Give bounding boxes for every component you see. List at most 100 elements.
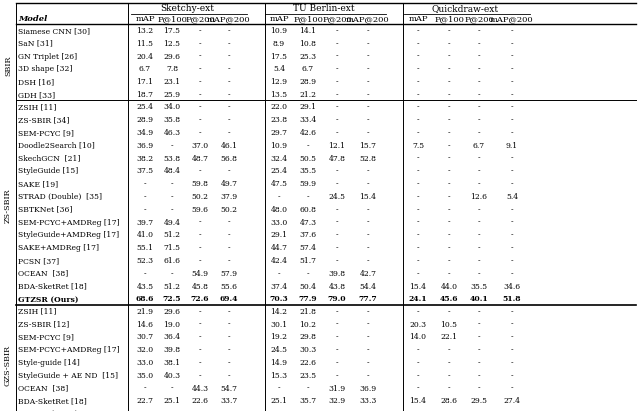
Text: -: - (448, 244, 451, 252)
Text: 5.4: 5.4 (273, 65, 285, 74)
Text: -: - (367, 257, 369, 265)
Text: -: - (171, 385, 173, 393)
Text: 66.8: 66.8 (299, 410, 317, 411)
Text: -: - (448, 270, 451, 278)
Text: ZS-SBIR: ZS-SBIR (4, 189, 12, 224)
Text: SEM-PCYC+AMDReg [17]: SEM-PCYC+AMDReg [17] (18, 219, 120, 226)
Text: 37.6: 37.6 (300, 231, 317, 239)
Text: -: - (417, 372, 419, 380)
Text: 52.8: 52.8 (360, 155, 376, 163)
Text: 28.9: 28.9 (300, 78, 317, 86)
Text: 21.8: 21.8 (300, 308, 317, 316)
Text: 62.8: 62.8 (270, 410, 288, 411)
Text: 42.6: 42.6 (300, 129, 317, 137)
Text: 50.2: 50.2 (191, 193, 209, 201)
Text: -: - (278, 270, 280, 278)
Text: -: - (228, 333, 230, 342)
Text: GTZSR (Ours): GTZSR (Ours) (18, 296, 79, 303)
Text: -: - (367, 321, 369, 329)
Text: -: - (417, 346, 419, 354)
Text: -: - (477, 129, 480, 137)
Text: -: - (511, 346, 513, 354)
Text: 77.9: 77.9 (299, 296, 317, 303)
Text: -: - (198, 53, 202, 60)
Text: -: - (417, 53, 419, 60)
Text: 40.1: 40.1 (470, 296, 488, 303)
Text: -: - (144, 206, 147, 214)
Text: -: - (228, 257, 230, 265)
Text: 38.1: 38.1 (163, 359, 180, 367)
Text: 47.5: 47.5 (271, 180, 287, 188)
Text: -: - (477, 231, 480, 239)
Text: 33.4: 33.4 (300, 116, 317, 124)
Text: mAP@200: mAP@200 (207, 15, 251, 23)
Text: -: - (511, 231, 513, 239)
Text: -: - (448, 193, 451, 201)
Text: 39.7: 39.7 (136, 219, 154, 226)
Text: P@100: P@100 (157, 15, 187, 23)
Text: 6.7: 6.7 (302, 65, 314, 74)
Text: 62.5: 62.5 (220, 410, 238, 411)
Text: 10.8: 10.8 (300, 40, 317, 48)
Text: 12.1: 12.1 (328, 142, 346, 150)
Text: 40.3: 40.3 (163, 372, 180, 380)
Text: -: - (228, 91, 230, 99)
Text: -: - (367, 40, 369, 48)
Text: -: - (367, 180, 369, 188)
Text: -: - (228, 321, 230, 329)
Text: -: - (511, 333, 513, 342)
Text: 50.2: 50.2 (221, 206, 237, 214)
Text: -: - (477, 53, 480, 60)
Text: -: - (228, 167, 230, 175)
Text: -: - (171, 180, 173, 188)
Text: -: - (336, 333, 339, 342)
Text: -: - (448, 359, 451, 367)
Text: -: - (228, 116, 230, 124)
Text: 20.4: 20.4 (136, 53, 154, 60)
Text: SEM-PCYC [9]: SEM-PCYC [9] (18, 333, 74, 342)
Text: -: - (367, 206, 369, 214)
Text: 72.5: 72.5 (163, 296, 181, 303)
Text: -: - (477, 321, 480, 329)
Text: -: - (336, 180, 339, 188)
Text: -: - (477, 270, 480, 278)
Text: 65.1: 65.1 (191, 410, 209, 411)
Text: -: - (511, 78, 513, 86)
Text: 35.0: 35.0 (136, 372, 154, 380)
Text: GTZSR (Ours): GTZSR (Ours) (18, 410, 79, 411)
Text: 70.3: 70.3 (269, 296, 289, 303)
Text: P@100: P@100 (293, 15, 323, 23)
Text: -: - (448, 206, 451, 214)
Text: 14.9: 14.9 (271, 359, 287, 367)
Text: -: - (477, 385, 480, 393)
Text: 51.8: 51.8 (503, 296, 521, 303)
Text: 24.5: 24.5 (328, 193, 346, 201)
Text: -: - (511, 129, 513, 137)
Text: -: - (336, 244, 339, 252)
Text: 79.0: 79.0 (328, 296, 346, 303)
Text: 44.0: 44.0 (440, 283, 458, 291)
Text: 8.9: 8.9 (273, 40, 285, 48)
Text: -: - (511, 104, 513, 111)
Text: 39.6: 39.6 (440, 410, 458, 411)
Text: -: - (477, 219, 480, 226)
Text: 57.9: 57.9 (221, 270, 237, 278)
Text: 28.6: 28.6 (440, 397, 458, 405)
Text: 19.2: 19.2 (271, 333, 287, 342)
Text: -: - (336, 231, 339, 239)
Text: 15.3: 15.3 (271, 372, 287, 380)
Text: -: - (417, 129, 419, 137)
Text: 48.0: 48.0 (271, 206, 287, 214)
Text: -: - (144, 180, 147, 188)
Text: -: - (511, 53, 513, 60)
Text: 37.9: 37.9 (220, 193, 237, 201)
Text: -: - (417, 91, 419, 99)
Text: -: - (417, 257, 419, 265)
Text: 43.8: 43.8 (328, 283, 346, 291)
Text: 35.7: 35.7 (300, 397, 317, 405)
Text: 25.1: 25.1 (163, 397, 180, 405)
Text: -: - (367, 27, 369, 35)
Text: -: - (417, 78, 419, 86)
Text: 13.5: 13.5 (271, 91, 287, 99)
Text: P@200: P@200 (464, 15, 494, 23)
